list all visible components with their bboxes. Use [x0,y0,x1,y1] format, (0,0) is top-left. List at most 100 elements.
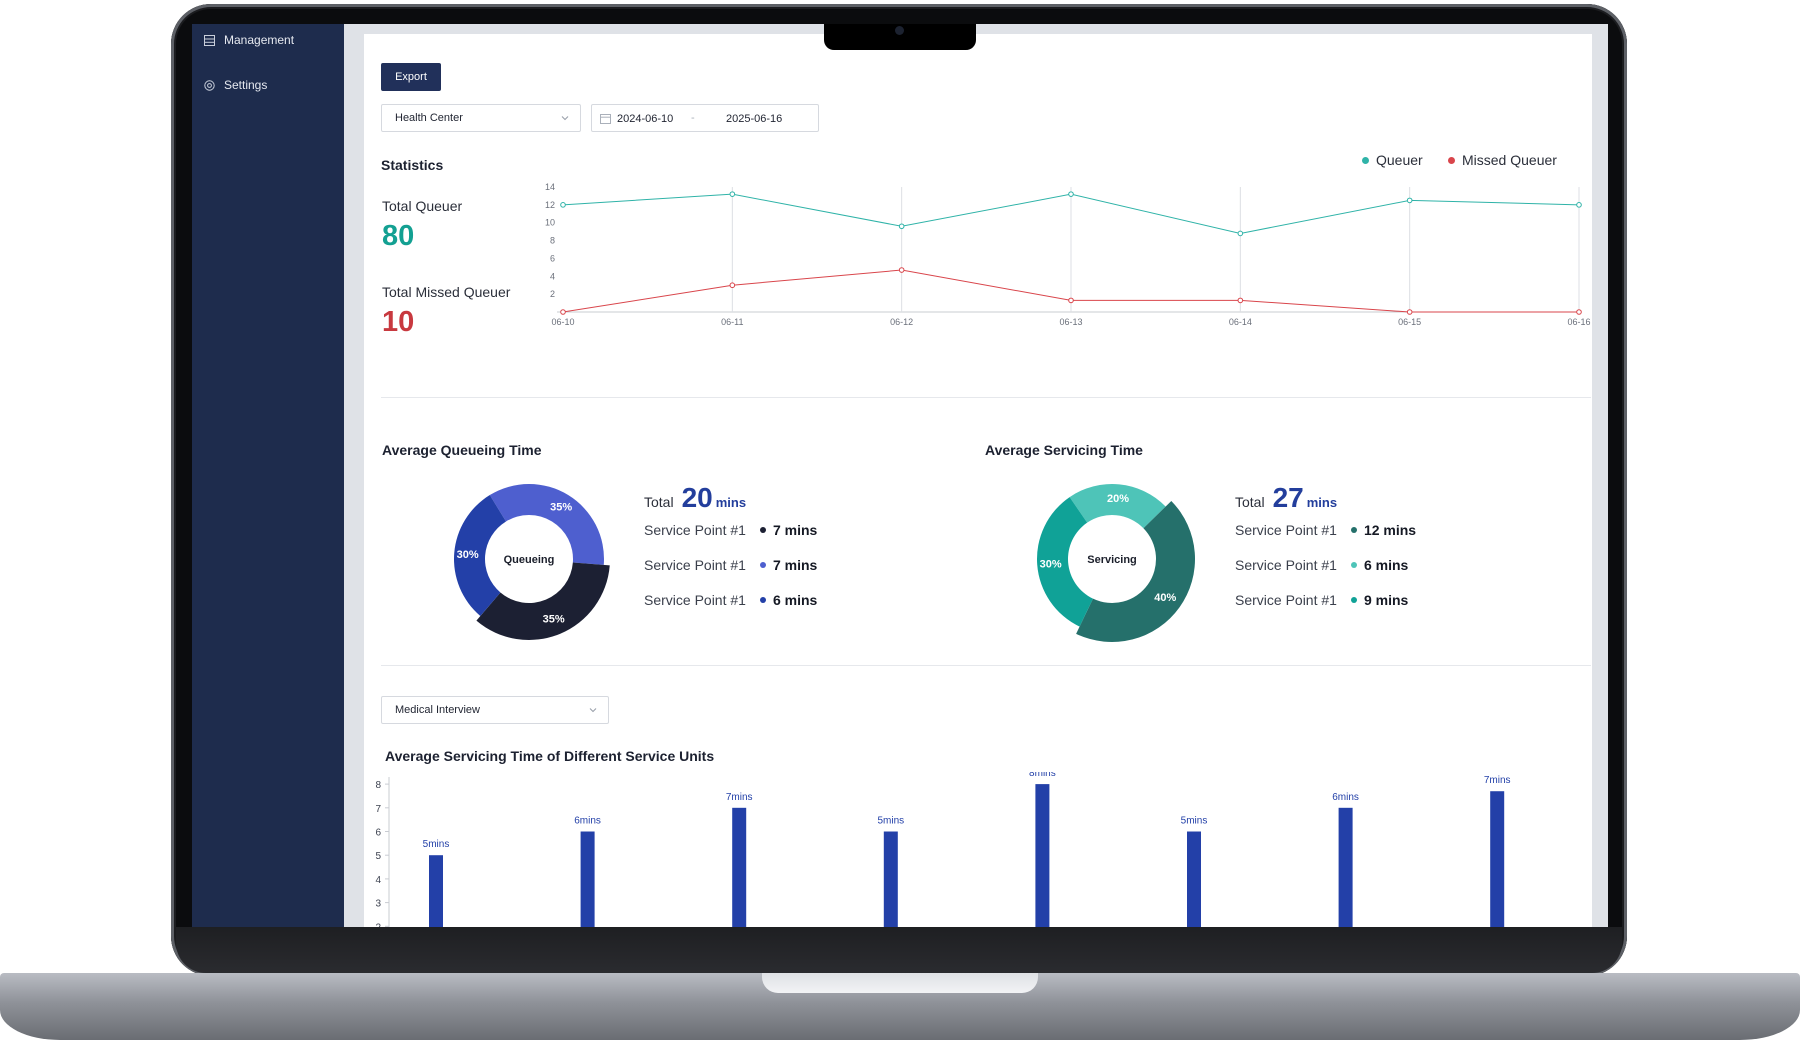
data-point [1068,191,1074,197]
legend-label: Queuer [1376,152,1423,168]
y-tick-label: 7 [375,804,381,815]
x-tick-label: 06-16 [1567,317,1590,327]
chevron-down-icon [560,113,570,126]
bar [732,807,747,927]
bar-data-label: 5mins [877,816,904,827]
legend-missed-queuer: Missed Queuer [1448,152,1557,168]
data-point [1237,297,1244,304]
slice-label: 35% [543,614,565,626]
bar-data-label: 5mins [1181,816,1208,827]
service-point-label: Service Point #1 [644,592,746,608]
date-range-picker[interactable]: 2024-06-10 - 2025-06-16 [591,104,819,132]
x-tick-label: 06-14 [1229,317,1252,327]
sidebar-item-label: Settings [224,78,268,92]
donut-slice [476,562,610,640]
service-point-value: 7 mins [772,522,818,538]
service-point-value: 7 mins [772,557,818,573]
sidebar-item-label: Management [224,33,295,47]
data-point [729,282,736,289]
dashboard-panel: Export Health Center 2024-06-10 - 2025-0… [364,34,1592,927]
service-point-value: 12 mins [1363,522,1417,538]
donut-slice [454,495,507,617]
servicing-title: Average Servicing Time [985,442,1143,458]
y-tick-label: 6 [550,253,555,263]
total-unit: mins [1306,495,1338,510]
service-point-value: 9 mins [1363,592,1409,608]
donut-slice [489,484,604,565]
laptop-chin [176,927,1622,973]
servicing-donut-chart: 20% 40% 30% Servicing [1037,484,1195,642]
series-dot [1350,527,1357,533]
y-tick-label: 4 [550,271,555,281]
service-point-row: Service Point #1 12 mins [1235,522,1416,538]
bar-data-label: 5mins [423,839,450,850]
y-tick-label: 5 [375,851,381,862]
date-start[interactable]: 2024-06-10 [617,113,674,125]
x-tick-label: 06-13 [1059,317,1082,327]
location-select[interactable]: Health Center [381,104,581,132]
y-tick-label: 4 [375,875,381,886]
service-point-value: 6 mins [772,592,818,608]
data-point [560,202,566,208]
x-tick-label: 06-15 [1398,317,1421,327]
data-point [1576,309,1582,315]
x-tick-label: 06-11 [721,317,743,327]
legend-dot [1362,156,1369,164]
total-value: 20 [681,482,713,513]
camera-icon [895,26,904,35]
sidebar: Management Settings [192,24,344,927]
bar-data-label: 7mins [726,792,753,803]
total-value: 27 [1272,482,1304,513]
bar [1338,807,1353,927]
bar [580,831,595,927]
laptop-lid-opener [762,973,1038,993]
data-point [1068,297,1074,304]
legend-label: Missed Queuer [1462,152,1557,168]
service-units-title: Average Servicing Time of Different Serv… [385,748,715,764]
screen: Management Settings Export Health Center… [192,24,1608,927]
total-unit: mins [715,495,747,510]
bar [1035,784,1050,927]
total-missed-value: 10 [382,306,415,338]
date-end[interactable]: 2025-06-16 [726,113,783,125]
donut-slice [1069,484,1166,529]
data-point [1406,197,1413,204]
data-point [1406,309,1413,315]
statistics-title: Statistics [381,157,444,173]
data-point [898,267,905,273]
queueing-title: Average Queueing Time [382,442,542,458]
bar [429,855,443,927]
data-point [1576,202,1582,208]
divider [381,665,1591,666]
series-dot [759,597,766,603]
donut-center-label: Queueing [504,554,555,566]
service-units-bar-chart: 2 3 4 5 6 7 8 5mins 6mins 7mins 5mins 8mins 5mins 6mi… [375,772,1511,927]
y-tick-label: 2 [375,922,381,927]
series-dot [759,527,766,533]
service-point-row: Service Point #1 9 mins [1235,592,1408,608]
x-tick-label: 06-12 [890,317,913,327]
total-queuer-value: 80 [382,220,415,252]
chevron-down-icon [588,705,598,718]
gear-icon [204,79,215,91]
series-dot [759,562,766,568]
slice-label: 20% [1107,493,1129,505]
sidebar-item-settings[interactable]: Settings [204,75,267,95]
service-point-row: Service Point #1 7 mins [644,557,817,573]
y-tick-label: 3 [375,899,381,910]
service-unit-select-value: Medical Interview [395,704,480,716]
service-unit-select[interactable]: Medical Interview [381,696,609,724]
service-point-label: Service Point #1 [1235,522,1337,538]
divider [381,397,1591,398]
total-queuer-label: Total Queuer [382,198,463,214]
x-tick-label: 06-10 [551,317,574,327]
donut-center-label: Servicing [1087,554,1137,566]
queuer-line-chart: 06-10 06-11 06-12 06-13 06-14 06-15 06-16 2 4 6 8 1… [545,182,1591,327]
total-missed-label: Total Missed Queuer [382,284,511,300]
calendar-icon [600,113,611,127]
bar [1490,791,1505,927]
service-point-row: Service Point #1 6 mins [644,592,817,608]
sidebar-item-management[interactable]: Management [204,30,294,50]
export-button[interactable]: Export [381,63,441,91]
data-point [898,223,905,230]
